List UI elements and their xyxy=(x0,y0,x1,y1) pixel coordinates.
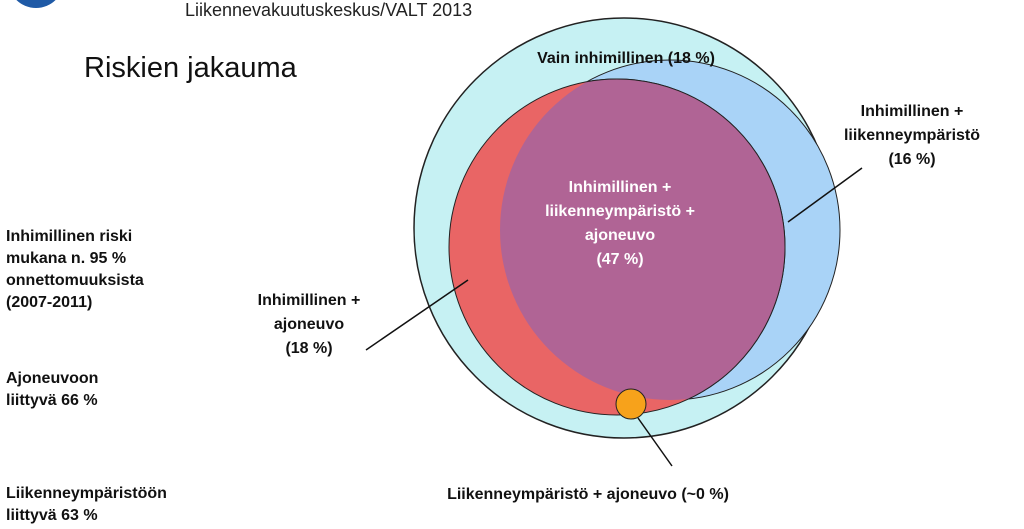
leader-line-human-env xyxy=(787,167,863,223)
human-risk-line: (2007-2011) xyxy=(6,294,93,311)
label-all-three-line: Inhimillinen + xyxy=(569,179,672,196)
human-risk-note: Inhimillinen riski mukana n. 95 % onnett… xyxy=(6,226,144,314)
human-risk-line: Inhimillinen riski xyxy=(6,228,133,245)
environment-risk-note: Liikenneympäristöön liittyvä 63 % xyxy=(6,483,167,527)
leader-line-env-vehicle xyxy=(637,417,673,467)
label-all-three-line: liikenneympäristö + xyxy=(545,203,695,220)
label-env-vehicle: Liikenneympäristö + ajoneuvo (~0 %) xyxy=(447,486,729,503)
page-title: Riskien jakauma xyxy=(84,52,297,84)
label-only-human: Vain inhimillinen (18 %) xyxy=(537,50,715,67)
logo-partial xyxy=(8,0,64,8)
label-human-vehicle-line: (18 %) xyxy=(285,340,332,357)
label-human-env-line: liikenneympäristö xyxy=(844,127,980,144)
human-risk-line: onnettomuuksista xyxy=(6,272,144,289)
vehicle-risk-note: Ajoneuvoon liittyvä 66 % xyxy=(6,368,98,412)
environment-vehicle-circle xyxy=(615,388,647,420)
environment-risk-line: Liikenneympäristöön xyxy=(6,485,167,502)
leader-line-human-vehicle xyxy=(365,279,469,351)
label-human-env-line: Inhimillinen + xyxy=(861,103,964,120)
label-human-vehicle-line: ajoneuvo xyxy=(274,316,344,333)
vehicle-risk-line: liittyvä 66 % xyxy=(6,392,98,409)
vehicle-risk-line: Ajoneuvoon xyxy=(6,370,99,387)
human-risk-line: mukana n. 95 % xyxy=(6,250,127,267)
label-human-vehicle-line: Inhimillinen + xyxy=(258,292,361,309)
environment-risk-line: liittyvä 63 % xyxy=(6,507,98,524)
source-label: Liikennevakuutuskeskus/VALT 2013 xyxy=(185,0,473,20)
label-human-env-line: (16 %) xyxy=(888,151,935,168)
label-all-three-line: (47 %) xyxy=(596,251,643,268)
label-all-three-line: ajoneuvo xyxy=(585,227,655,244)
